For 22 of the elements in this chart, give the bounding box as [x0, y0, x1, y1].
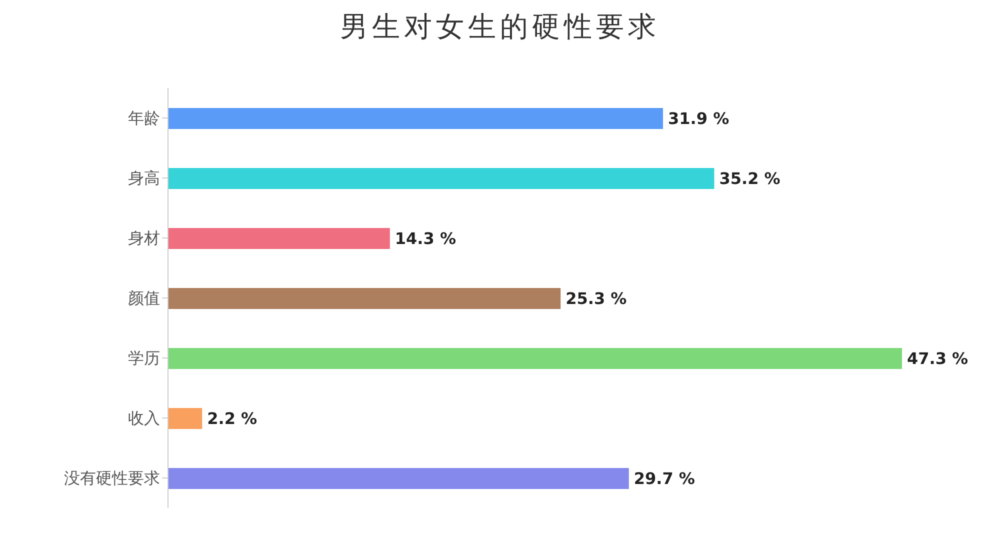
y-tick-label: 没有硬性要求 — [64, 468, 160, 488]
data-label: 29.7 % — [634, 469, 695, 488]
y-tick-label: 年龄 — [128, 108, 160, 128]
chart-title: 男生对女生的硬性要求 — [339, 9, 661, 45]
bar — [168, 408, 202, 429]
bar — [168, 348, 902, 369]
y-tick-label: 身材 — [128, 228, 160, 248]
bar — [168, 168, 714, 189]
data-label: 47.3 % — [907, 349, 968, 368]
y-tick-label: 颜值 — [128, 288, 160, 308]
data-label: 31.9 % — [668, 109, 730, 128]
y-tick-label: 身高 — [128, 168, 160, 188]
data-label: 25.3 % — [566, 289, 627, 308]
data-label: 2.2 % — [207, 409, 258, 428]
data-label: 14.3 % — [394, 229, 456, 248]
bar — [168, 108, 664, 129]
bar — [168, 228, 390, 249]
bar — [168, 468, 629, 489]
bar — [168, 288, 561, 309]
y-tick-label: 学历 — [128, 348, 160, 368]
y-tick-label: 收入 — [128, 408, 160, 428]
data-label: 35.2 % — [719, 169, 780, 188]
